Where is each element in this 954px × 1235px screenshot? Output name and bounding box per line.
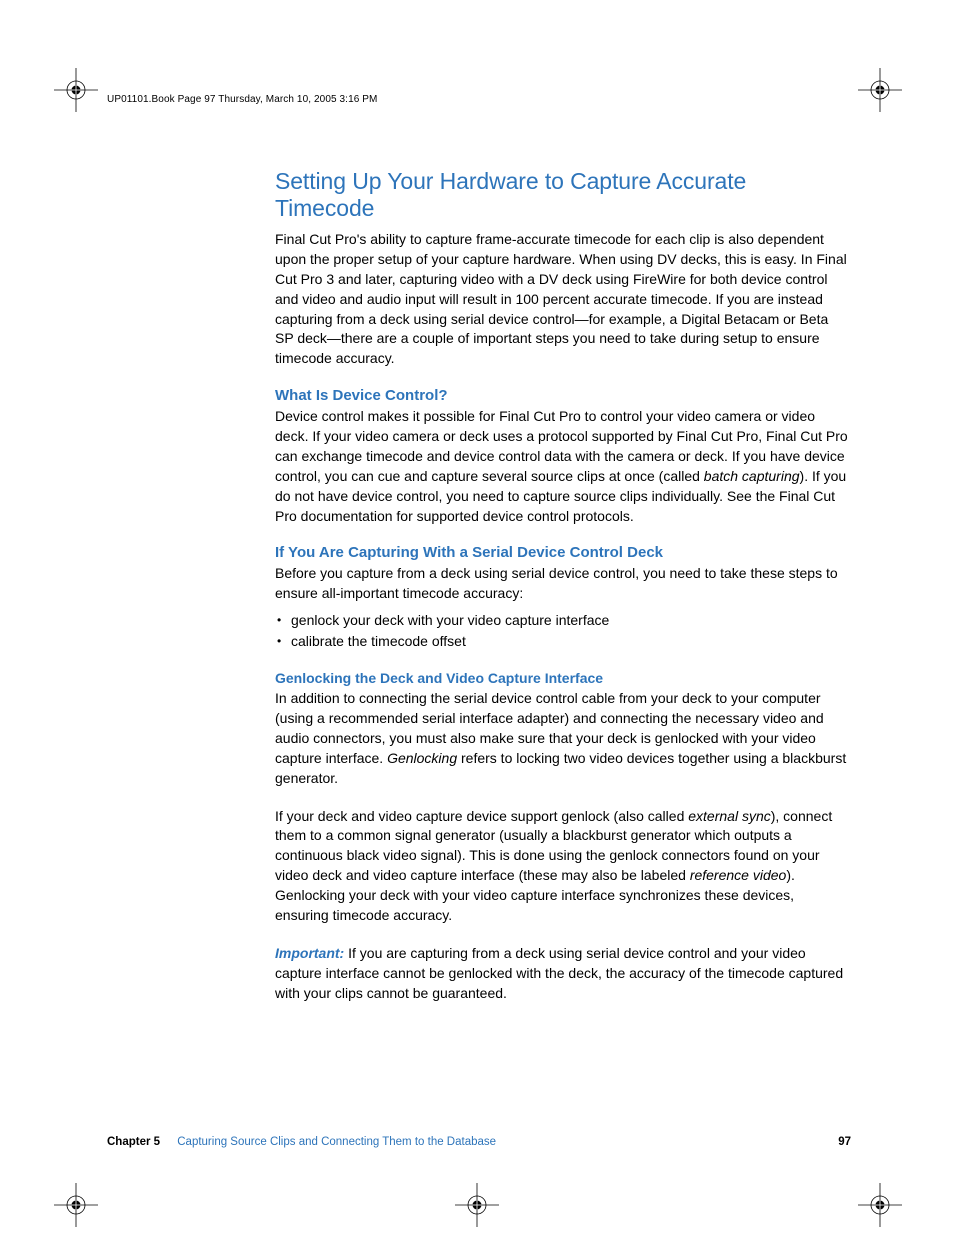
page-number: 97 xyxy=(838,1136,851,1148)
paragraph: In addition to connecting the serial dev… xyxy=(275,689,850,788)
emphasis-text: external sync xyxy=(688,808,770,824)
subsubsection-heading: Genlocking the Deck and Video Capture In… xyxy=(275,670,850,686)
page-footer: Chapter 5 Capturing Source Clips and Con… xyxy=(107,1136,851,1148)
chapter-number-label: Chapter 5 xyxy=(107,1136,160,1148)
paragraph: Before you capture from a deck using ser… xyxy=(275,564,850,604)
crop-mark-top-left xyxy=(54,68,98,112)
list-item: genlock your deck with your video captur… xyxy=(275,610,850,631)
important-note: Important: If you are capturing from a d… xyxy=(275,944,850,1004)
page-content: Setting Up Your Hardware to Capture Accu… xyxy=(275,168,850,1021)
text-run: If your deck and video capture device su… xyxy=(275,808,688,824)
paragraph: Device control makes it possible for Fin… xyxy=(275,407,850,526)
crop-mark-top-right xyxy=(858,68,902,112)
section-heading: Setting Up Your Hardware to Capture Accu… xyxy=(275,168,850,222)
crop-mark-bottom-center xyxy=(455,1183,499,1227)
crop-mark-bottom-left xyxy=(54,1183,98,1227)
emphasis-text: Genlocking xyxy=(387,750,457,766)
text-run: If you are capturing from a deck using s… xyxy=(275,945,843,1001)
paragraph: If your deck and video capture device su… xyxy=(275,807,850,926)
important-label: Important: xyxy=(275,945,348,961)
emphasis-text: batch capturing xyxy=(704,468,800,484)
bullet-list: genlock your deck with your video captur… xyxy=(275,610,850,652)
crop-mark-bottom-right xyxy=(858,1183,902,1227)
chapter-title: Capturing Source Clips and Connecting Th… xyxy=(177,1136,496,1148)
emphasis-text: reference video xyxy=(690,867,787,883)
running-header: UP01101.Book Page 97 Thursday, March 10,… xyxy=(107,94,377,105)
subsection-heading: What Is Device Control? xyxy=(275,387,850,404)
list-item: calibrate the timecode offset xyxy=(275,631,850,652)
paragraph: Final Cut Pro's ability to capture frame… xyxy=(275,230,850,369)
subsection-heading: If You Are Capturing With a Serial Devic… xyxy=(275,544,850,561)
